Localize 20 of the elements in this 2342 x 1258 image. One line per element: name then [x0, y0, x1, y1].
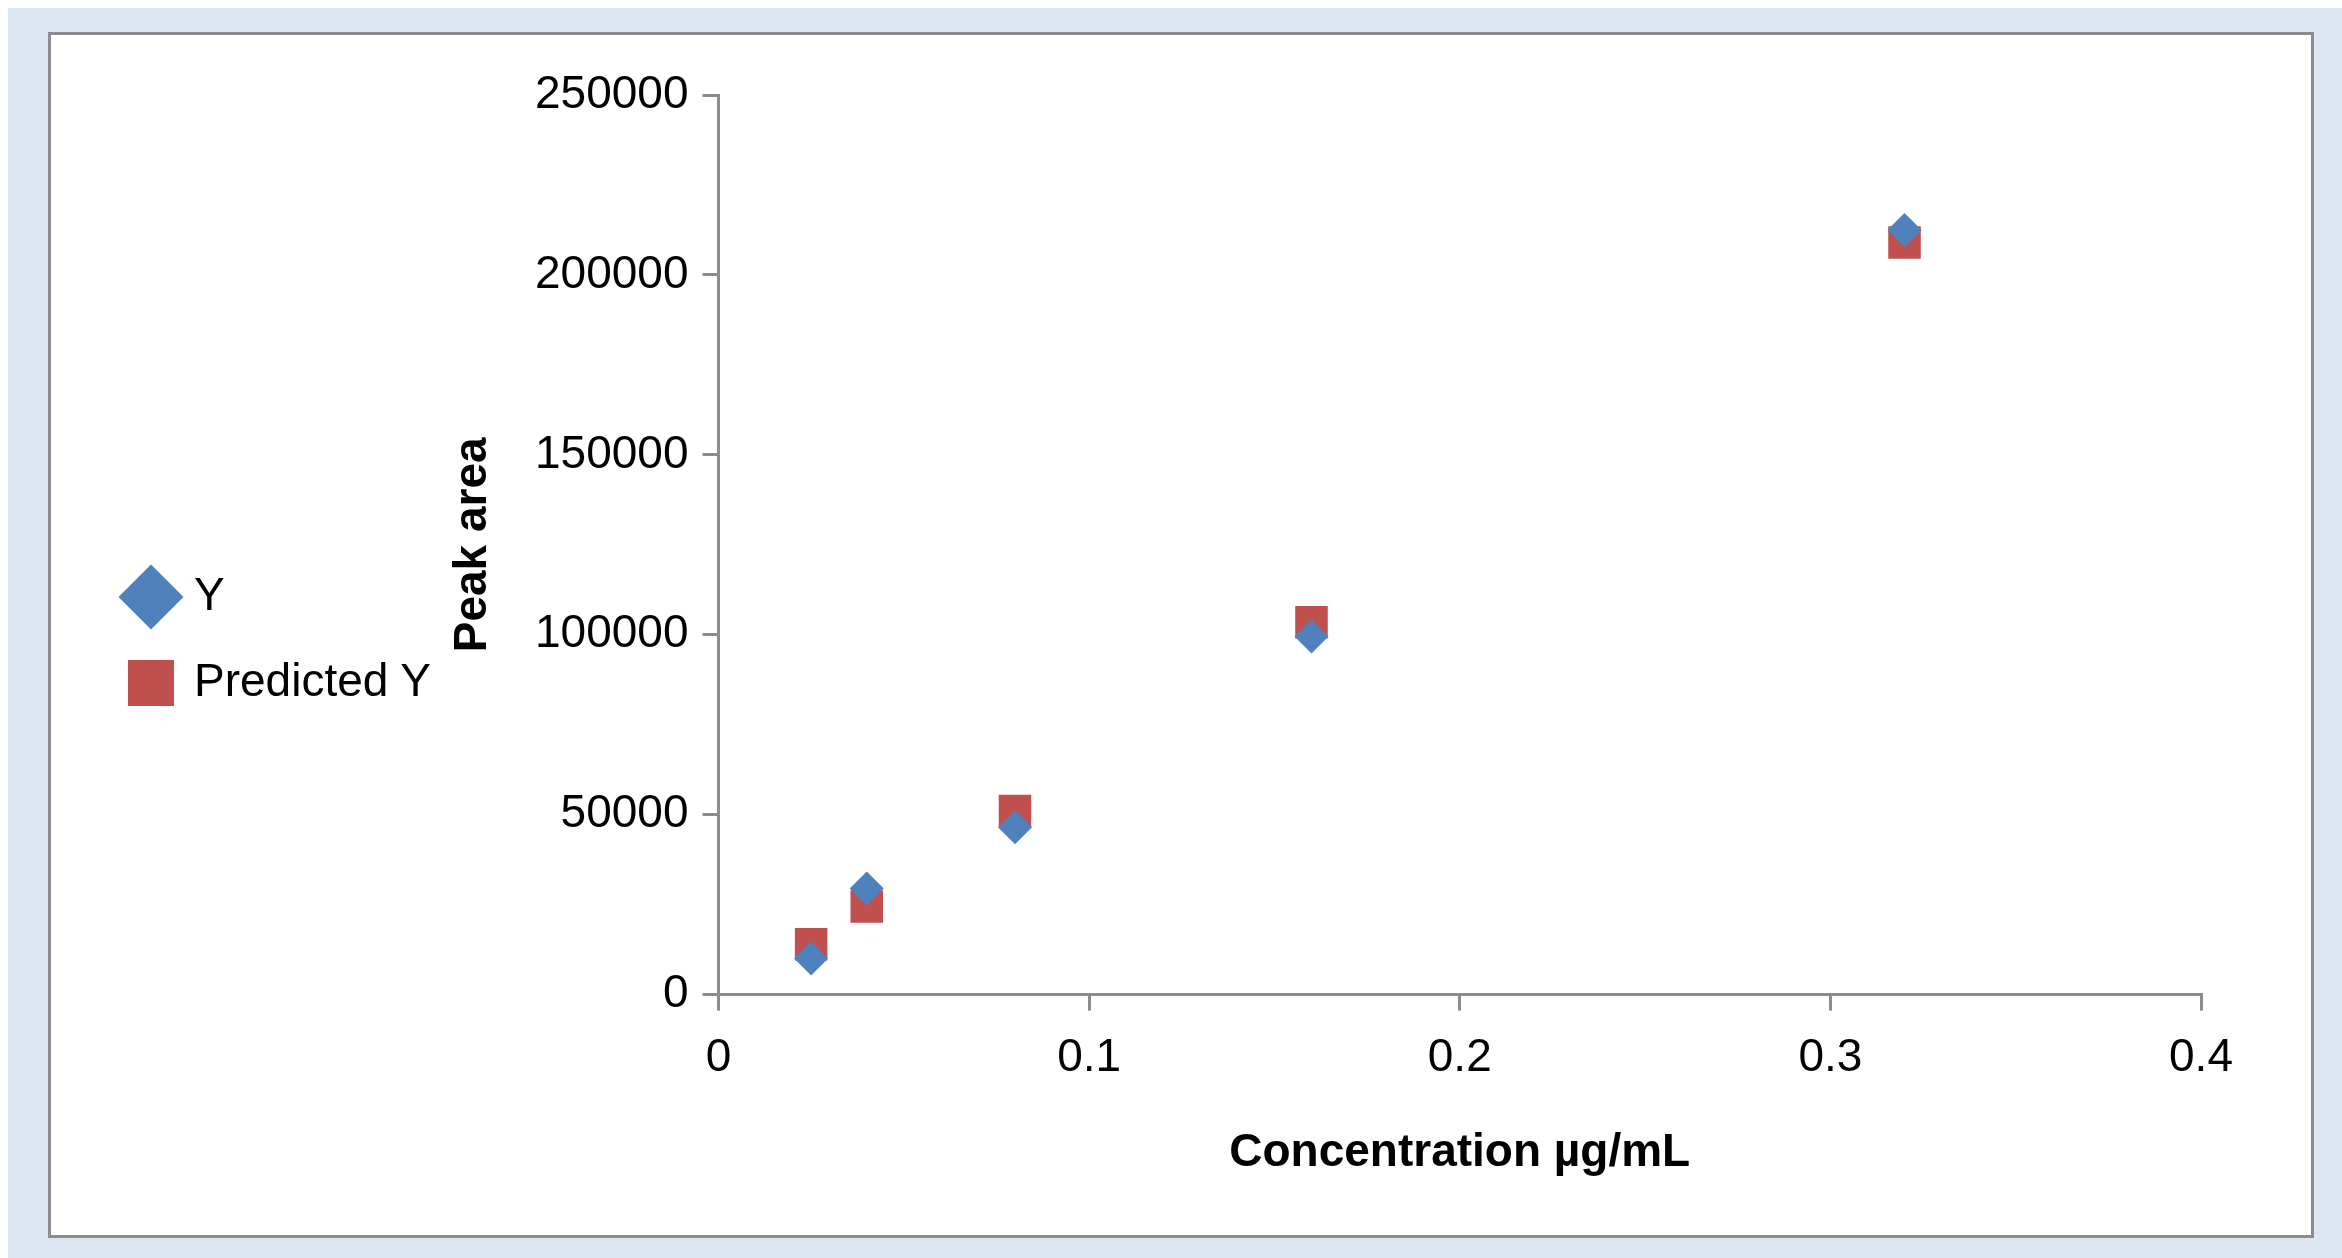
point [997, 810, 1032, 845]
x-tick-label: 0.3 [1798, 1028, 1863, 1081]
point [794, 941, 829, 976]
x-tick-label: 0.4 [2169, 1028, 2233, 1081]
legend-label: Y [194, 567, 225, 620]
point [1294, 619, 1329, 654]
legend-label: Predicted Y [194, 653, 431, 706]
point [1887, 212, 1922, 247]
y-tick-label: 50000 [560, 785, 689, 838]
y-tick-label: 100000 [534, 605, 689, 658]
point [849, 871, 884, 906]
y-axis-title: Peak area [444, 436, 497, 653]
y-tick-label: 150000 [534, 425, 689, 478]
y-tick-label: 200000 [534, 245, 689, 298]
x-tick-label: 0.2 [1427, 1028, 1492, 1081]
x-tick-label: 0 [705, 1028, 732, 1081]
y-tick-label: 0 [662, 965, 689, 1018]
y-tick-label: 250000 [534, 65, 689, 118]
x-tick-label: 0.1 [1057, 1028, 1122, 1081]
x-axis-title: Concentration µg/mL [1229, 1124, 1691, 1177]
